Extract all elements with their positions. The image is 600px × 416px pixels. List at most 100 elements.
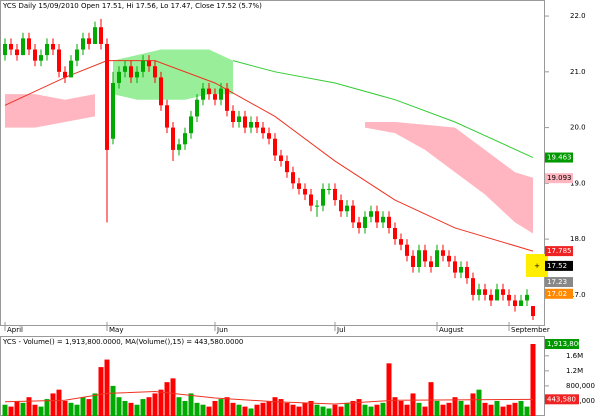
- volume-bar: [32, 404, 38, 416]
- candle-body: [315, 205, 319, 207]
- volume-bar: [200, 404, 206, 416]
- volume-bar: [92, 393, 98, 416]
- volume-bar: [302, 402, 308, 416]
- candle-body: [195, 99, 199, 117]
- candle-body: [9, 43, 13, 50]
- volume-bar: [146, 397, 152, 416]
- candle-body: [45, 43, 49, 56]
- candle-body: [153, 66, 157, 78]
- moving-average: [232, 60, 534, 158]
- volume-bar: [206, 406, 212, 416]
- price-label-box: [545, 246, 573, 257]
- price-frame: [0, 0, 545, 326]
- candle-body: [471, 278, 475, 295]
- volume-bar: [446, 402, 452, 416]
- price-label: 19.093: [547, 174, 572, 182]
- volume-bar: [290, 404, 296, 416]
- candle-body: [15, 49, 19, 56]
- x-tick-label: May: [109, 326, 123, 334]
- price-label-box: [545, 173, 573, 184]
- volume-bar: [254, 404, 260, 416]
- candle-body: [27, 38, 31, 50]
- volume-bar: [296, 406, 302, 416]
- volume-bar: [266, 400, 272, 416]
- candle-body: [117, 71, 121, 83]
- volume-bar: [326, 408, 332, 416]
- candle-body: [75, 49, 79, 61]
- volume-bar: [164, 382, 170, 416]
- volume-bar: [110, 385, 116, 416]
- volume-bar: [476, 389, 482, 416]
- candle-body: [369, 211, 373, 217]
- candle-body: [141, 60, 145, 72]
- candle-body: [171, 127, 175, 150]
- candle-body: [285, 161, 289, 173]
- volume-bar: [176, 397, 182, 416]
- candle-body: [147, 60, 151, 67]
- candle-body: [423, 250, 427, 262]
- volume-tick-label: 400,000: [566, 397, 595, 405]
- volume-bar: [494, 400, 500, 416]
- volume-bar: [500, 406, 506, 416]
- volume-bar: [320, 406, 326, 416]
- candle-body: [231, 110, 235, 123]
- candle-body: [321, 188, 325, 206]
- candle-body: [357, 222, 361, 228]
- candle-body: [525, 294, 529, 301]
- candle-body: [207, 88, 211, 95]
- volume-bar: [488, 404, 494, 416]
- candle-body: [459, 267, 463, 273]
- volume-bar: [416, 402, 422, 416]
- volume-bar: [404, 404, 410, 416]
- volume-bar: [374, 404, 380, 416]
- candle-body: [375, 211, 379, 223]
- candle-body: [513, 300, 517, 307]
- volume-bar: [398, 400, 404, 416]
- volume-bar: [464, 404, 470, 416]
- volume-bar: [410, 393, 416, 416]
- y-tick-label: 18.0: [570, 235, 586, 243]
- candle-body: [99, 27, 103, 44]
- candle-body: [309, 194, 313, 206]
- candle-body: [255, 122, 259, 128]
- volume-bar: [86, 399, 92, 416]
- y-tick-label: 17.0: [570, 291, 586, 299]
- volume-bar: [68, 402, 74, 416]
- candle-body: [501, 289, 505, 295]
- candle-body: [135, 71, 139, 78]
- candle-body: [291, 172, 295, 184]
- volume-bar: [452, 397, 458, 416]
- x-tick-label: August: [439, 326, 464, 334]
- candle-body: [129, 66, 133, 78]
- price-label-box: [545, 288, 573, 299]
- candle-body: [249, 122, 253, 128]
- candle-body: [243, 116, 247, 128]
- candle-body: [519, 300, 523, 307]
- volume-bar: [128, 402, 134, 416]
- volume-ma: [4, 391, 534, 405]
- candle-body: [213, 94, 217, 100]
- candle-body: [447, 255, 451, 262]
- candle-body: [297, 183, 301, 189]
- volume-bar: [344, 402, 350, 416]
- volume-bar: [194, 402, 200, 416]
- candle-body: [495, 289, 499, 301]
- volume-bar: [104, 359, 110, 416]
- volume-bar: [362, 404, 368, 416]
- candle-body: [123, 66, 127, 72]
- candle-body: [351, 205, 355, 223]
- price-label: 17.02: [547, 290, 567, 298]
- volume-bar: [386, 363, 392, 416]
- volume-tick-label: 1.6M: [566, 352, 583, 360]
- volume-bar: [158, 389, 164, 416]
- candle-body: [261, 127, 265, 134]
- volume-bar: [422, 406, 428, 416]
- volume-label: 443,580: [547, 395, 576, 403]
- volume-bar: [236, 404, 242, 416]
- volume-bar: [74, 404, 80, 416]
- candle-body: [279, 155, 283, 162]
- candle-body: [225, 88, 229, 111]
- volume-bar: [170, 378, 176, 416]
- candle-body: [405, 244, 409, 256]
